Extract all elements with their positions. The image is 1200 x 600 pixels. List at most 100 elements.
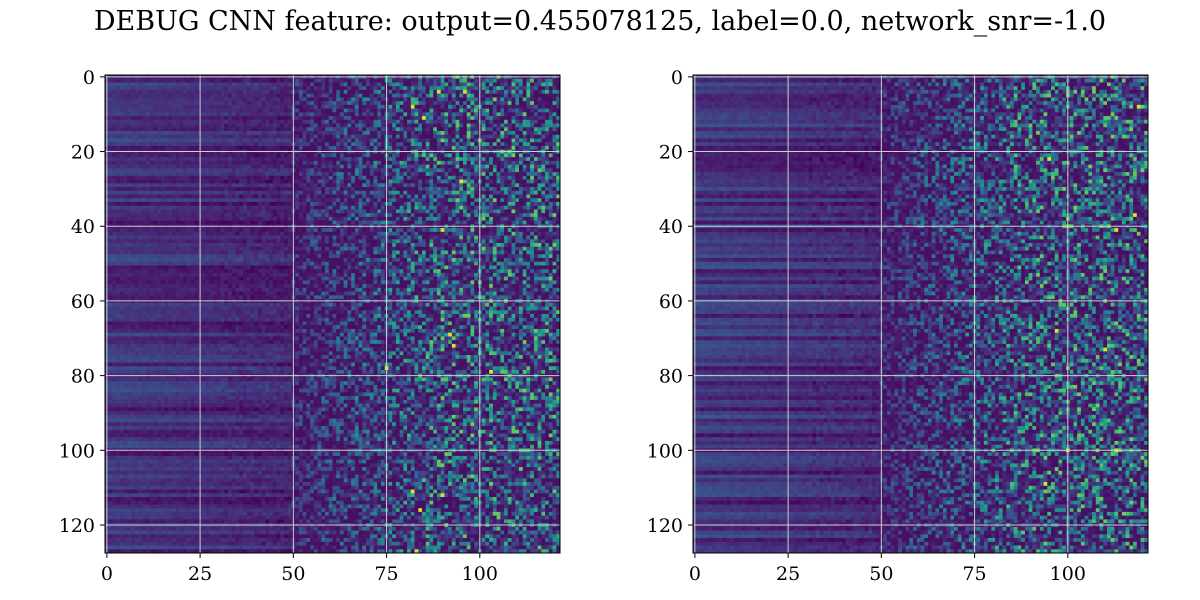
heatmap-cell	[366, 131, 371, 136]
heatmap-cell	[366, 86, 371, 91]
heatmap-cell	[451, 183, 456, 188]
heatmap-cell	[306, 119, 311, 124]
heatmap-cell	[254, 205, 259, 210]
heatmap-cell	[153, 89, 158, 95]
heatmap-cell	[500, 179, 505, 184]
heatmap-cell	[399, 145, 404, 151]
heatmap-cell	[295, 187, 300, 192]
heatmap-cell	[257, 216, 262, 221]
heatmap-cell	[332, 134, 337, 139]
heatmap-cell	[407, 190, 412, 195]
heatmap-cell	[183, 86, 188, 91]
heatmap-cell	[306, 201, 311, 207]
heatmap-cell	[537, 93, 542, 98]
heatmap-cell	[339, 134, 345, 139]
heatmap-cell	[515, 175, 520, 180]
heatmap-cell	[537, 160, 542, 165]
heatmap-cell	[366, 168, 371, 173]
heatmap-cell	[407, 112, 412, 117]
heatmap-cell	[131, 209, 136, 214]
heatmap-cell	[407, 116, 412, 121]
heatmap-cell	[407, 220, 412, 225]
heatmap-cell	[254, 179, 259, 184]
heatmap-cell	[164, 142, 169, 147]
heatmap-cell	[507, 116, 512, 121]
heatmap-cell	[526, 213, 531, 218]
heatmap-cell	[414, 112, 419, 117]
heatmap-cell	[239, 205, 244, 210]
heatmap-cell	[149, 134, 154, 139]
heatmap-cell	[425, 104, 430, 109]
heatmap-cell	[440, 198, 445, 203]
heatmap-cell	[459, 164, 464, 169]
heatmap-cell	[250, 164, 255, 169]
heatmap-cell	[269, 168, 274, 173]
heatmap-cell	[127, 138, 132, 143]
heatmap-cell	[373, 205, 378, 210]
heatmap-cell	[149, 112, 154, 117]
heatmap-cell	[190, 201, 195, 207]
heatmap-cell	[116, 142, 121, 147]
heatmap-cell	[127, 131, 132, 136]
heatmap-cell	[418, 216, 423, 221]
heatmap-cell	[388, 205, 393, 210]
heatmap-cell	[239, 93, 244, 98]
heatmap-cell	[343, 183, 348, 188]
heatmap-cell	[362, 183, 367, 188]
heatmap-cell	[231, 179, 236, 184]
heatmap-cell	[209, 97, 214, 102]
heatmap-cell	[485, 101, 490, 106]
heatmap-cell	[272, 119, 277, 124]
heatmap-cell	[533, 157, 538, 162]
heatmap-cell	[440, 116, 445, 121]
heatmap-cell	[448, 172, 453, 177]
heatmap-cell	[504, 194, 509, 199]
heatmap-cell	[496, 138, 501, 143]
heatmap-cell	[131, 104, 136, 109]
heatmap-cell	[425, 213, 430, 218]
heatmap-cell	[548, 93, 553, 98]
heatmap-cell	[108, 198, 113, 203]
heatmap-cell	[287, 160, 292, 165]
heatmap-cell	[463, 108, 468, 113]
heatmap-cell	[556, 153, 561, 158]
heatmap-cell	[369, 119, 374, 124]
heatmap-cell	[172, 164, 177, 169]
heatmap-cell	[242, 89, 248, 95]
heatmap-cell	[522, 194, 527, 199]
heatmap-cell	[284, 216, 289, 221]
heatmap-cell	[515, 93, 520, 98]
heatmap-cell	[246, 164, 251, 169]
heatmap-cell	[474, 127, 479, 132]
heatmap-cell	[511, 168, 516, 173]
heatmap-cell	[127, 201, 132, 207]
heatmap-cell	[533, 179, 538, 184]
heatmap-cell	[366, 157, 371, 162]
heatmap-cell	[194, 172, 199, 177]
heatmap-cell	[515, 116, 520, 121]
heatmap-cell	[160, 220, 166, 225]
heatmap-cell	[116, 101, 121, 106]
heatmap-cell	[123, 127, 128, 132]
heatmap-cell	[272, 187, 277, 192]
heatmap-cell	[164, 89, 169, 95]
heatmap-cell	[216, 201, 221, 207]
heatmap-cell	[530, 123, 535, 128]
heatmap-cell	[138, 127, 143, 132]
heatmap-cell	[306, 145, 311, 151]
heatmap-cell	[310, 97, 315, 102]
heatmap-cell	[168, 205, 173, 210]
heatmap-cell	[414, 104, 419, 109]
heatmap-cell	[183, 164, 188, 169]
heatmap-cell	[205, 82, 210, 87]
heatmap-cell	[250, 190, 255, 195]
heatmap-cell	[138, 205, 143, 210]
heatmap-cell	[347, 201, 352, 207]
heatmap-cell	[276, 172, 281, 177]
heatmap-cell	[358, 131, 363, 136]
heatmap-cell	[339, 112, 345, 117]
heatmap-cell	[343, 190, 348, 195]
heatmap-cell	[526, 104, 531, 109]
heatmap-cell	[183, 134, 188, 139]
heatmap-cell	[220, 101, 225, 106]
